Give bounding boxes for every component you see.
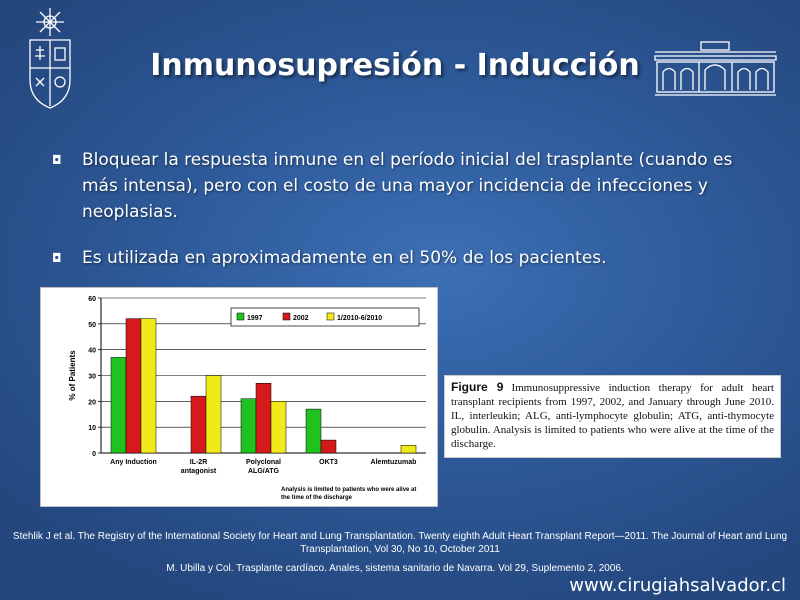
- induction-bar-chart: 0 10 20 30 40 50 60 % of Patients Any Induction I…: [40, 287, 438, 507]
- slide-title: Inmunosupresión - Inducción: [150, 48, 640, 83]
- bar-2002-2: [255, 383, 272, 454]
- y-tick-label: 10: [88, 425, 96, 432]
- bullet-item-2: ◘ Es utilizada en aproximadamente en el …: [52, 245, 762, 271]
- building-facade-logo: [654, 41, 777, 96]
- legend-label: 1997: [247, 315, 263, 322]
- bar-1-2010-6-2010-0: [140, 318, 157, 454]
- legend-swatch: [326, 312, 335, 321]
- legend-box: [230, 307, 420, 327]
- y-tick-label: 40: [88, 348, 96, 355]
- legend-swatch: [236, 312, 245, 321]
- bullet-text-1: Bloquear la respuesta inmune en el perío…: [82, 150, 733, 222]
- figure-caption-text: Immunosuppressive induction therapy for …: [451, 382, 774, 450]
- website-url: www.cirugiahsalvador.cl: [569, 575, 786, 596]
- bullet-marker-icon: ◘: [52, 153, 62, 167]
- figure-caption: Figure 9 Immunosuppressive induction ther…: [444, 375, 781, 458]
- x-tick-label: ALG/ATG: [248, 468, 280, 475]
- bullet-marker-icon: ◘: [52, 251, 62, 265]
- x-tick-label: Alemtuzumab: [371, 459, 417, 466]
- reference-ubilla: M. Ubilla y Col. Trasplante cardíaco. An…: [166, 563, 624, 574]
- x-tick-label: antagonist: [181, 468, 217, 475]
- figure-label: Figure 9: [451, 380, 504, 394]
- chart-note: Analysis is limited to patients who were…: [281, 487, 416, 493]
- y-tick-label: 30: [88, 374, 96, 381]
- bar-1997-2: [240, 398, 257, 454]
- y-tick-label: 20: [88, 399, 96, 406]
- bar-1-2010-6-2010-4: [400, 445, 417, 454]
- bar-2002-1: [190, 395, 207, 454]
- bar-1-2010-6-2010-2: [270, 401, 287, 454]
- bar-1997-3: [305, 408, 322, 454]
- university-crest-logo: [29, 8, 71, 109]
- y-tick-label: 60: [88, 296, 96, 303]
- x-tick-label: IL-2R: [190, 459, 208, 466]
- bar-1997-0: [110, 357, 127, 454]
- bar-2002-0: [125, 318, 142, 454]
- y-tick-label: 50: [88, 322, 96, 329]
- legend-swatch: [282, 312, 291, 321]
- reference-stehlik: Stehlik J et al. The Registry of the Int…: [12, 531, 788, 555]
- bar-2002-3: [320, 439, 337, 454]
- chart-svg: 0 10 20 30 40 50 60 % of Patients Any Induction I…: [68, 296, 426, 501]
- bullet-item-1: ◘ Bloquear la respuesta inmune en el per…: [52, 147, 762, 225]
- legend-label: 1/2010-6/2010: [337, 315, 382, 322]
- bullet-text-2: Es utilizada en aproximadamente en el 50…: [82, 248, 607, 268]
- x-tick-label: OKT3: [319, 459, 338, 466]
- chart-note: the time of the discharge: [281, 495, 353, 501]
- legend-label: 2002: [293, 315, 309, 322]
- x-tick-label: Any Induction: [110, 459, 157, 466]
- x-tick-label: Polyclonal: [246, 459, 281, 466]
- bar-1-2010-6-2010-1: [205, 375, 222, 454]
- y-axis-label: % of Patients: [68, 350, 77, 401]
- y-tick-label: 0: [92, 451, 96, 458]
